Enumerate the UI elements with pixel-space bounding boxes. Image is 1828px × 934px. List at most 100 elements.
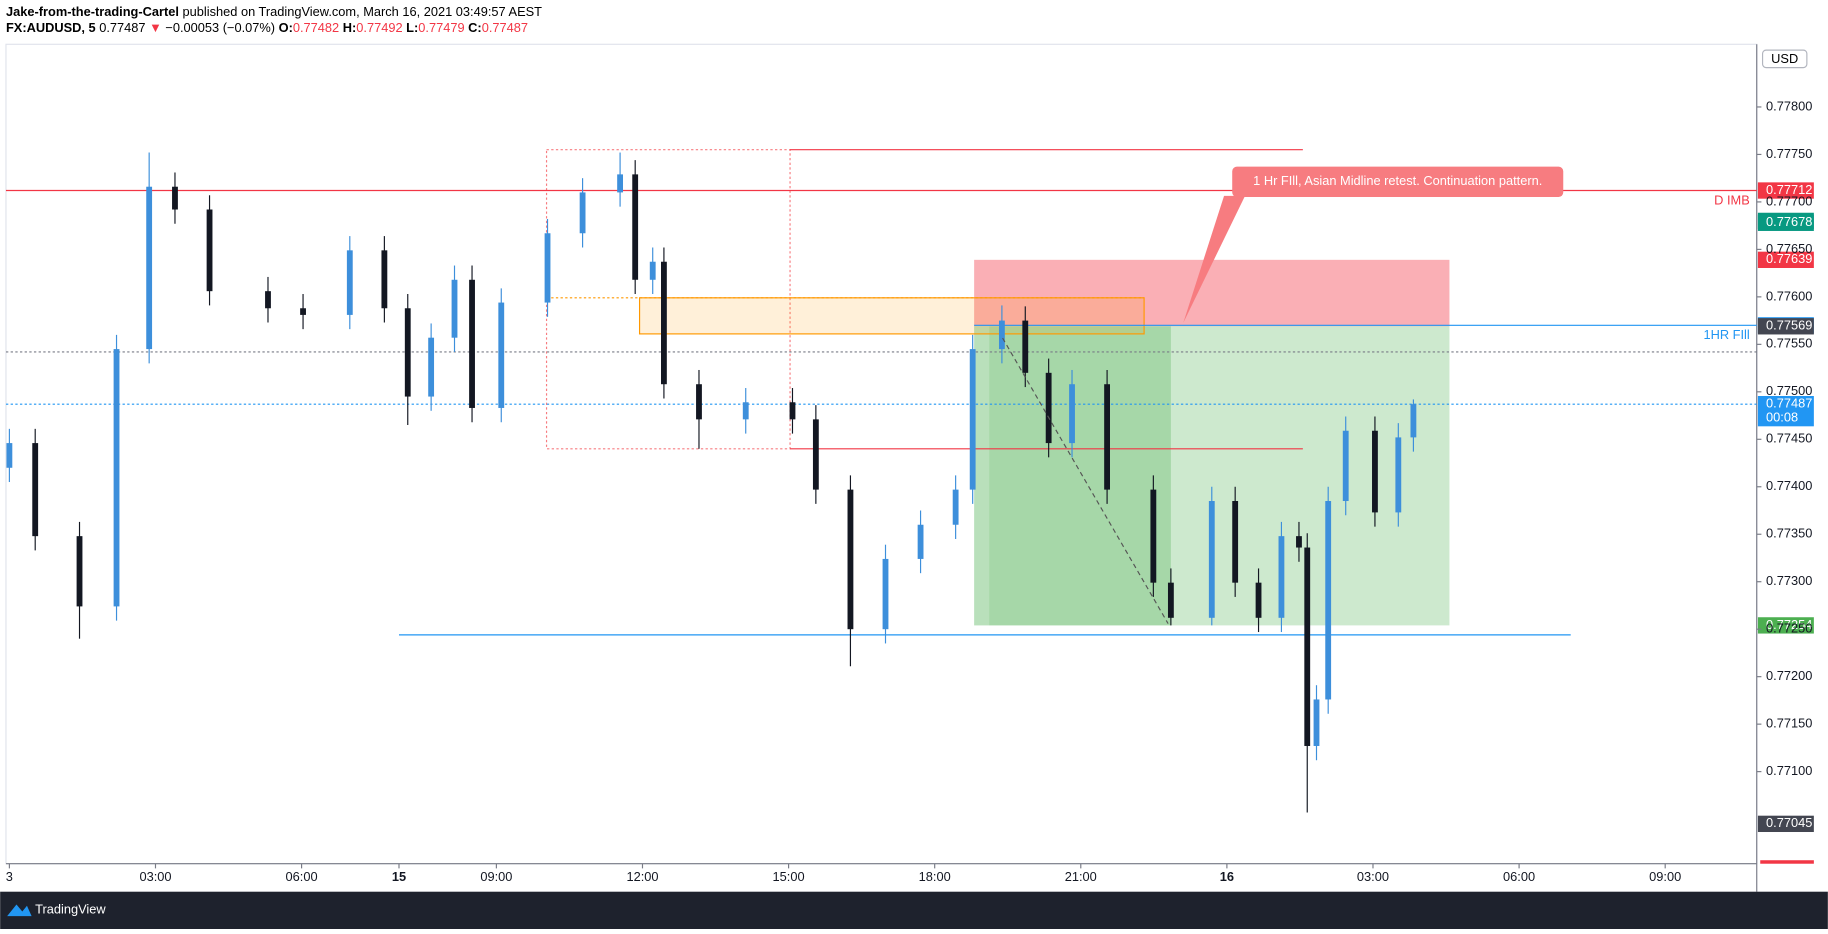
candle-body xyxy=(1296,536,1302,548)
price-marker-label: 0.77045 xyxy=(1766,815,1812,830)
y-tick-label: 0.77800 xyxy=(1766,98,1812,113)
published: published on TradingView.com, March 16, … xyxy=(183,4,543,19)
price-marker-label: 0.77712 xyxy=(1766,182,1812,197)
candle-body xyxy=(812,419,819,490)
y-tick-label: 0.77200 xyxy=(1766,668,1812,683)
candle-body xyxy=(1104,384,1111,490)
candle-body xyxy=(300,308,306,315)
y-tick-label: 0.77300 xyxy=(1766,573,1812,588)
price-marker-label: 0.77678 xyxy=(1766,214,1812,229)
candle-body xyxy=(6,443,13,468)
x-tick-label: 21:00 xyxy=(1065,869,1097,884)
footer xyxy=(0,891,1828,929)
candle-body xyxy=(742,402,749,420)
candle-body xyxy=(882,558,889,630)
level-label: 1HR FIll xyxy=(1703,327,1749,342)
l-label: L: xyxy=(406,21,418,36)
x-tick-label: 09:00 xyxy=(1649,869,1681,884)
x-tick-label: 09:00 xyxy=(480,869,512,884)
x-tick-label: 03:00 xyxy=(1357,869,1389,884)
x-tick-label: 12:00 xyxy=(626,869,658,884)
candle-body xyxy=(76,536,83,607)
y-tick-label: 0.77700 xyxy=(1766,193,1812,208)
zone-rect xyxy=(638,297,1145,335)
price-marker xyxy=(1757,214,1814,231)
candle-body xyxy=(1325,501,1332,700)
candle-body xyxy=(32,443,39,537)
brand: TradingView xyxy=(35,902,106,917)
candle-body xyxy=(1232,501,1239,583)
candle-body xyxy=(1045,372,1052,444)
change: −0.00053 (−0.07%) xyxy=(165,21,275,36)
candle-body xyxy=(1255,582,1262,618)
candle-body xyxy=(998,320,1005,350)
candle-body xyxy=(847,489,854,630)
level-label: D IMB xyxy=(1714,192,1750,207)
logo xyxy=(7,904,32,917)
h-label: H: xyxy=(343,21,357,36)
low-value: 0.77479 xyxy=(418,21,464,36)
candle-body xyxy=(696,384,702,420)
price-marker xyxy=(1757,318,1814,335)
last-price: 0.77487 xyxy=(99,21,145,36)
price-marker xyxy=(1757,396,1814,427)
candle-body xyxy=(146,186,153,350)
candle-body xyxy=(113,349,120,607)
candle-body xyxy=(1069,384,1075,444)
candle-body xyxy=(172,186,178,210)
x-tick-label: 03:00 xyxy=(139,869,171,884)
price-marker-label: 0.77254 xyxy=(1766,617,1812,632)
candle-body xyxy=(1208,501,1215,618)
candle-body xyxy=(469,279,475,408)
price-marker xyxy=(1757,815,1814,833)
high-value: 0.77492 xyxy=(356,21,402,36)
o-label: O: xyxy=(279,21,293,36)
price-marker-label: 0.77639 xyxy=(1766,251,1812,266)
x-tick-label: 18:00 xyxy=(919,869,951,884)
y-tick-label: 0.77400 xyxy=(1766,478,1812,493)
candle-body xyxy=(649,261,656,280)
candle-body xyxy=(789,402,796,420)
candle-body xyxy=(1022,320,1029,373)
filled-zone xyxy=(989,326,1171,626)
candle-body xyxy=(632,174,639,280)
candle-body xyxy=(206,209,213,292)
y-tick-label: 0.77250 xyxy=(1766,621,1812,636)
currency-box xyxy=(1761,49,1808,69)
header-line-2: FX:AUDUSD, 5 0.77487 ▼ −0.00053 (−0.07%)… xyxy=(6,21,528,36)
candle-body xyxy=(544,233,551,303)
y-tick-label: 0.77500 xyxy=(1766,383,1812,398)
open-value: 0.77482 xyxy=(293,21,339,36)
candle-body xyxy=(1278,536,1285,618)
x-tick-label: 15:00 xyxy=(773,869,805,884)
c-label: C: xyxy=(468,21,482,36)
annotation: 1 Hr FIll, Asian Midline retest. Continu… xyxy=(1253,173,1542,188)
candle-body xyxy=(451,279,458,338)
currency: USD xyxy=(1771,51,1798,66)
y-tick-label: 0.77150 xyxy=(1766,716,1812,731)
candle-body xyxy=(428,337,435,397)
candle-body xyxy=(498,302,505,408)
y-tick-label: 0.77600 xyxy=(1766,288,1812,303)
candle-body xyxy=(579,192,586,234)
trend-dashed xyxy=(1002,337,1169,624)
candle-body xyxy=(952,489,959,525)
price-marker xyxy=(1757,251,1814,268)
y-tick-label: 0.77750 xyxy=(1766,146,1812,161)
candle-body xyxy=(404,308,411,397)
zone-rect xyxy=(545,149,791,450)
candle-body xyxy=(1304,547,1311,746)
y-tick-label: 0.77450 xyxy=(1766,431,1812,446)
price-marker-label: 0.77569 xyxy=(1766,318,1812,333)
axis-marker xyxy=(1760,860,1814,864)
close-value: 0.77487 xyxy=(482,21,528,36)
filled-zone-edge xyxy=(974,326,990,626)
candle-body xyxy=(1313,699,1320,746)
candle-body xyxy=(346,250,353,315)
callout-box xyxy=(1232,166,1564,197)
y-tick-label: 0.77650 xyxy=(1766,241,1812,256)
x-tick-label: 15 xyxy=(392,869,406,884)
price-marker xyxy=(1757,182,1814,199)
candle-body xyxy=(381,250,388,309)
